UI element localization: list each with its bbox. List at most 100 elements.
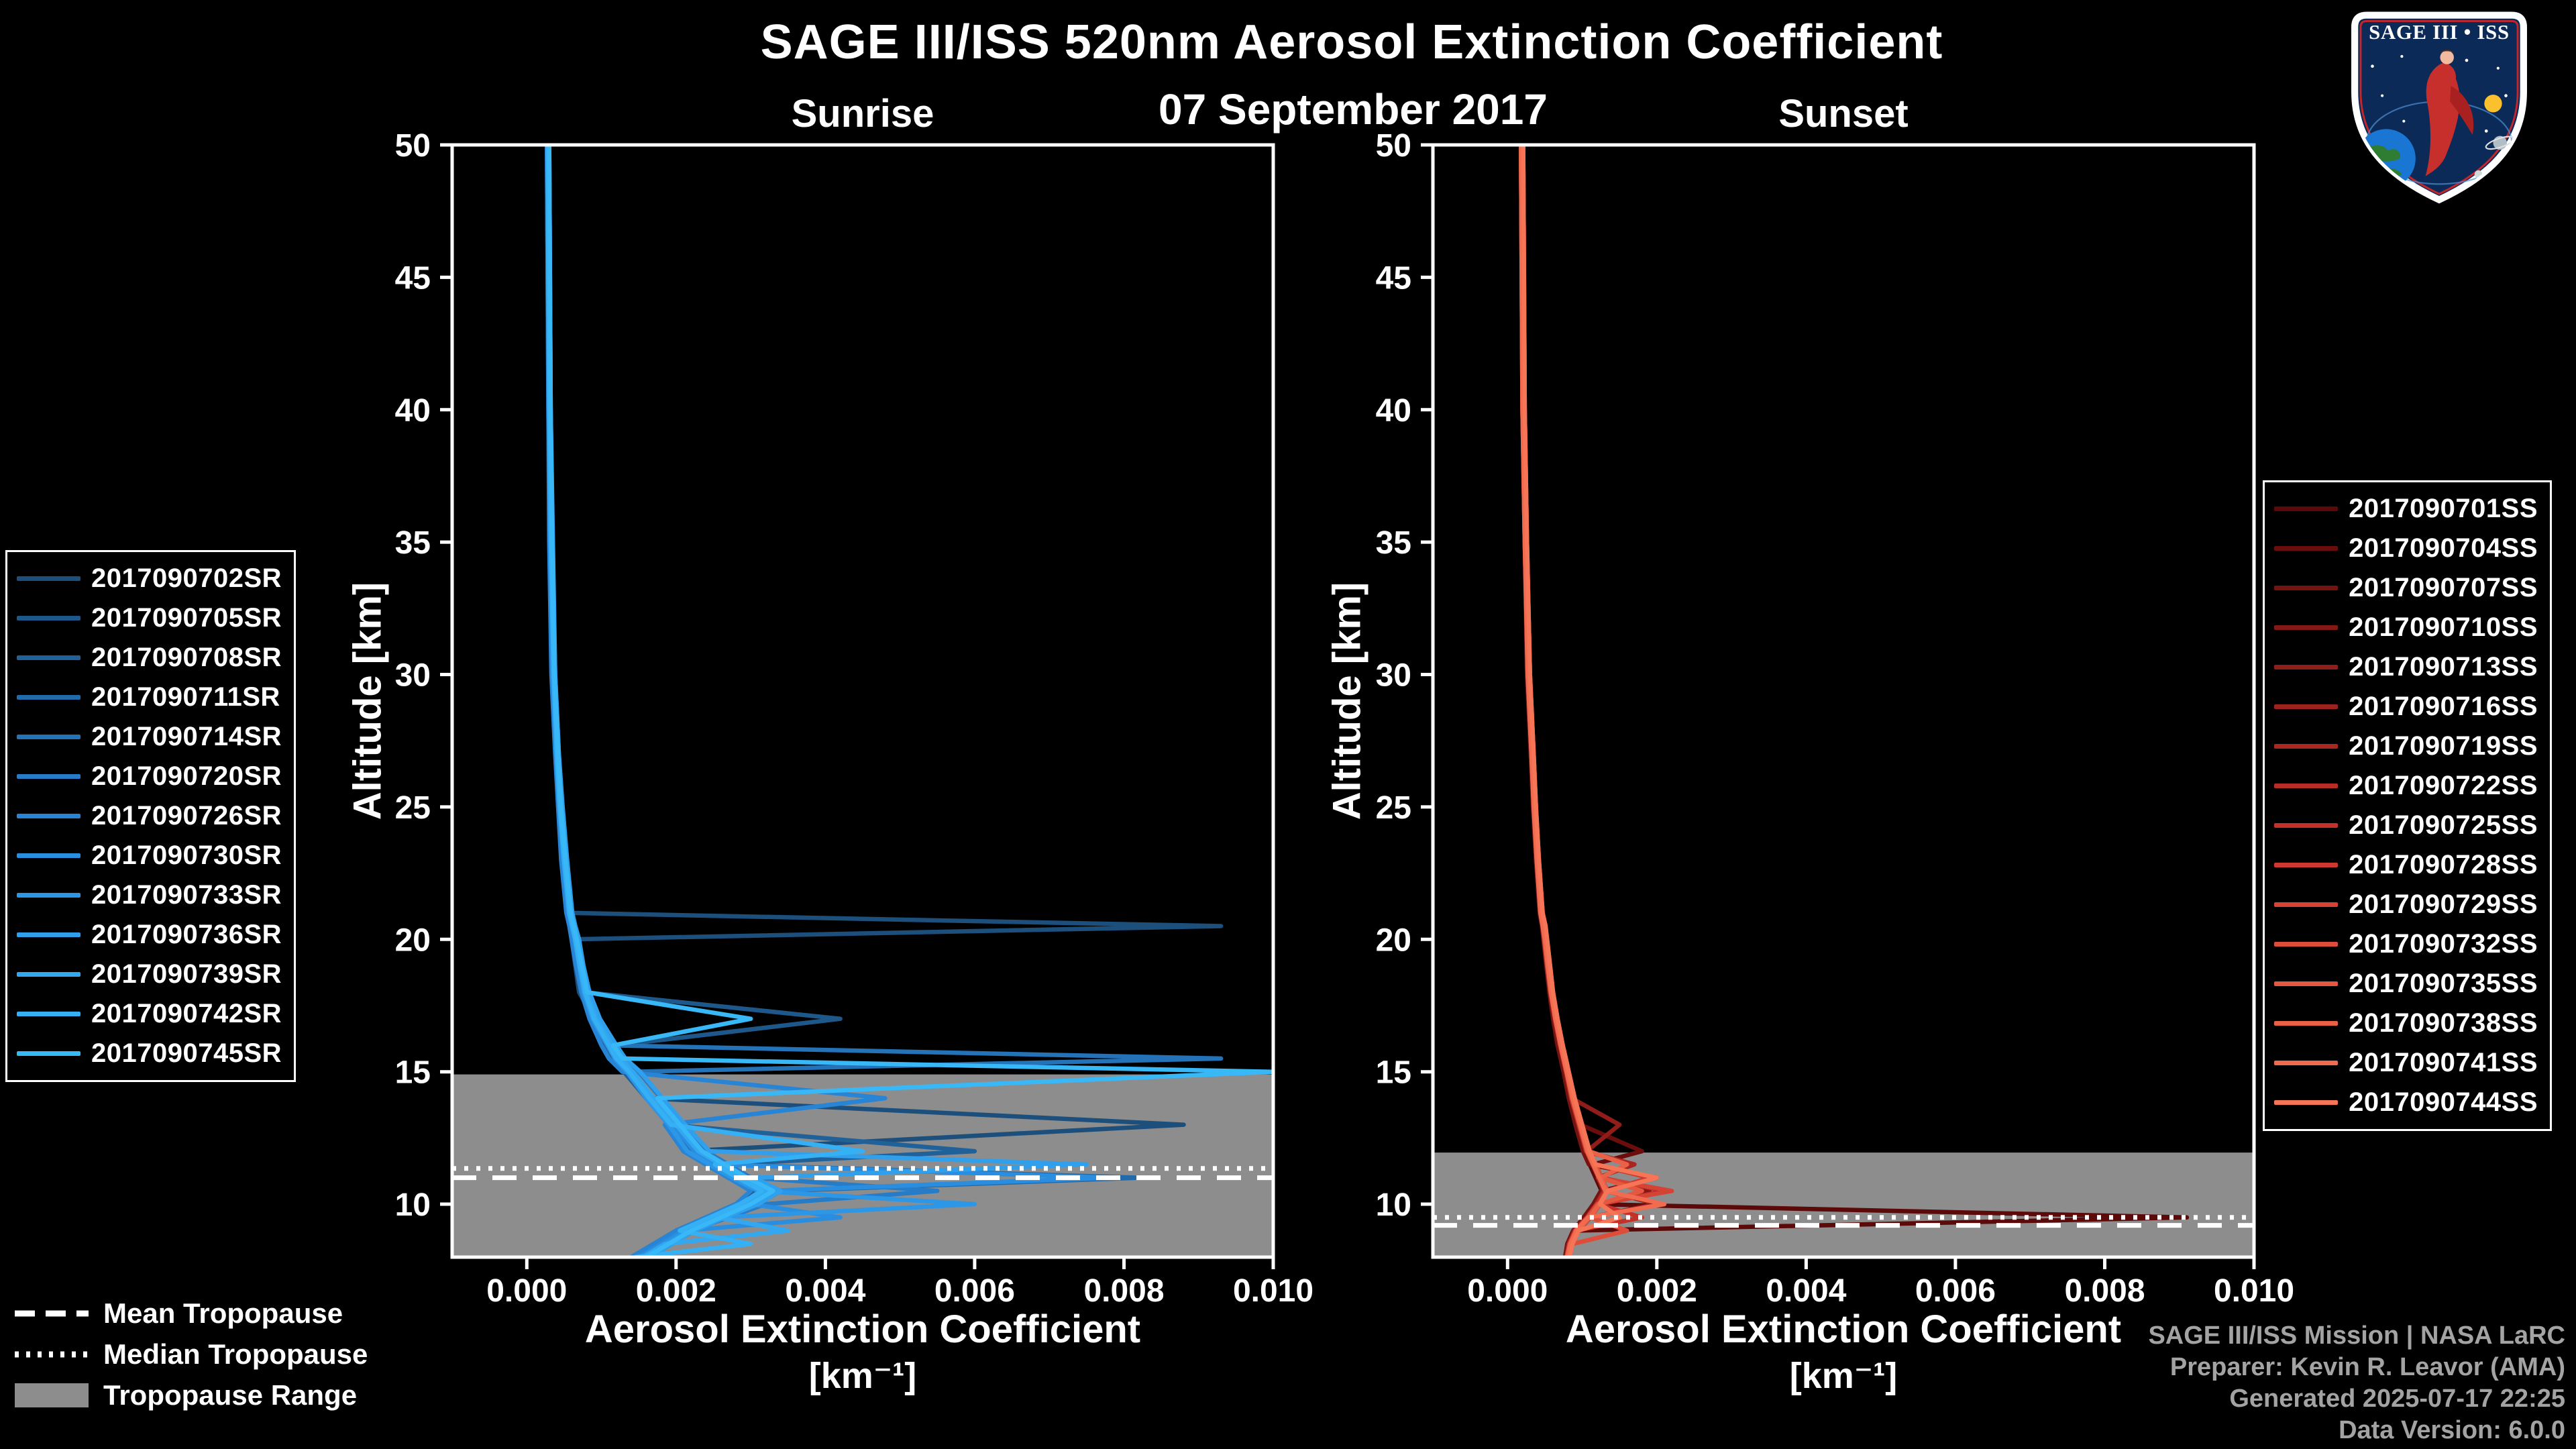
- series-label: 2017090711SR: [91, 682, 280, 712]
- series-label: 2017090738SS: [2349, 1008, 2538, 1038]
- plot-border: [1431, 143, 2256, 1259]
- series-label: 2017090725SS: [2349, 810, 2538, 840]
- series-label: 2017090744SS: [2349, 1087, 2538, 1117]
- sunset-legend: 2017090701SS 2017090704SS 2017090707SS 2017…: [2263, 480, 2552, 1131]
- series-label: 2017090736SR: [91, 920, 282, 949]
- profile-line: [1520, 145, 1652, 1257]
- series-color-swatch: [2274, 1061, 2339, 1065]
- dashed-line-swatch: [15, 1310, 89, 1317]
- credits-block: SAGE III/ISS Mission | NASA LaRC Prepare…: [2148, 1320, 2565, 1446]
- y-tick-label: 25: [395, 790, 431, 826]
- y-tick-label: 50: [395, 128, 431, 164]
- tropopause-range-legend-item: Tropopause Range: [15, 1379, 368, 1411]
- credit-line-generated: Generated 2025-07-17 22:25: [2229, 1385, 2565, 1413]
- panel-title-sunrise: Sunrise: [791, 92, 934, 136]
- series-color-swatch: [2274, 625, 2339, 630]
- x-axis-label-text: Aerosol Extinction Coefficient: [584, 1307, 1141, 1351]
- series-color-swatch: [17, 695, 80, 700]
- series-color-swatch: [2274, 902, 2339, 907]
- series-label: 2017090714SR: [91, 722, 282, 751]
- plot-content: [1433, 145, 2254, 1257]
- profile-line: [1519, 145, 1660, 1257]
- series-label: 2017090713SS: [2349, 652, 2538, 682]
- sunrise-legend: 2017090702SR 2017090705SR 2017090708SR 2017…: [5, 550, 297, 1082]
- x-tick-label: 0.006: [1915, 1273, 1996, 1309]
- tropopause-range-band: [452, 1074, 1273, 1257]
- x-axis-unit: [km⁻¹]: [808, 1356, 917, 1396]
- series-color-swatch: [17, 893, 80, 898]
- profile-line: [547, 145, 1273, 1257]
- series-label: 2017090720SR: [91, 761, 282, 791]
- sage-iss-logo: SAGE III • ISS: [2340, 5, 2538, 207]
- x-axis-unit: [km⁻¹]: [1789, 1356, 1898, 1396]
- profile-line: [1519, 145, 2190, 1257]
- series-label: 2017090708SR: [91, 643, 282, 672]
- y-tick-label: 30: [395, 658, 431, 694]
- x-tick-label: 0.008: [1083, 1273, 1164, 1309]
- logo-title: SAGE III • ISS: [2369, 21, 2510, 44]
- series-label: 2017090710SS: [2349, 612, 2538, 642]
- x-axis-label-sunrise: Aerosol Extinction Coefficient [km⁻¹]: [452, 1307, 1273, 1397]
- y-tick-label: 10: [1376, 1187, 1411, 1223]
- legend-item-sunset: 2017090725SS: [2274, 806, 2538, 845]
- series-color-swatch: [2274, 1100, 2339, 1105]
- series-label: 2017090735SS: [2349, 969, 2538, 998]
- profile-line: [1519, 145, 1644, 1257]
- series-label: 2017090732SS: [2349, 929, 2538, 959]
- series-color-swatch: [2274, 586, 2339, 590]
- profile-line: [1519, 145, 1667, 1257]
- legend-item-sunset: 2017090707SS: [2274, 568, 2538, 608]
- profile-line: [1520, 145, 1660, 1257]
- series-color-swatch: [2274, 823, 2339, 828]
- y-tick-label: 15: [395, 1055, 431, 1091]
- series-color-swatch: [2274, 665, 2339, 669]
- legend-item-sunrise: 2017090720SR: [17, 757, 282, 796]
- dotted-line-swatch: [15, 1351, 89, 1358]
- mean-tropopause-label: Mean Tropopause: [103, 1297, 343, 1329]
- legend-item-sunset: 2017090719SS: [2274, 727, 2538, 766]
- x-axis-label-text: Aerosol Extinction Coefficient: [1565, 1307, 2122, 1351]
- series-color-swatch: [17, 1051, 80, 1056]
- series-color-swatch: [17, 576, 80, 581]
- series-color-swatch: [2274, 1021, 2339, 1026]
- legend-item-sunrise: 2017090714SR: [17, 717, 282, 757]
- profile-line: [1521, 145, 1652, 1257]
- series-color-swatch: [2274, 546, 2339, 551]
- median-tropopause-legend-item: Median Tropopause: [15, 1338, 368, 1370]
- x-tick-label: 0.000: [486, 1273, 567, 1309]
- series-label: 2017090707SS: [2349, 573, 2538, 602]
- legend-item-sunset: 2017090744SS: [2274, 1083, 2538, 1122]
- series-color-swatch: [2274, 863, 2339, 867]
- legend-item-sunrise: 2017090736SR: [17, 915, 282, 955]
- series-color-swatch: [17, 735, 80, 739]
- x-tick-label: 0.004: [1766, 1273, 1846, 1309]
- profile-line: [1519, 145, 1637, 1257]
- series-color-swatch: [2274, 506, 2339, 511]
- series-label: 2017090716SS: [2349, 692, 2538, 721]
- legend-item-sunset: 2017090710SS: [2274, 608, 2538, 647]
- series-label: 2017090730SR: [91, 841, 282, 870]
- sunset-plot: 0.000 0.002 0.004 0.006 0.008 0.010 10 15 20 25 30…: [1376, 128, 2294, 1309]
- y-tick-label: 10: [395, 1187, 431, 1223]
- series-label: 2017090745SR: [91, 1038, 282, 1068]
- series-color-swatch: [17, 655, 80, 660]
- series-label: 2017090733SR: [91, 880, 282, 910]
- series-label: 2017090729SS: [2349, 890, 2538, 919]
- figure-date: 07 September 2017: [1159, 85, 1548, 133]
- series-label: 2017090719SS: [2349, 731, 2538, 761]
- y-tick-label: 45: [395, 260, 431, 296]
- y-tick-label: 40: [1376, 393, 1411, 429]
- y-tick-label: 35: [1376, 525, 1411, 561]
- legend-item-sunset: 2017090713SS: [2274, 647, 2538, 687]
- legend-item-sunrise: 2017090705SR: [17, 598, 282, 638]
- series-color-swatch: [17, 616, 80, 621]
- legend-item-sunset: 2017090701SS: [2274, 489, 2538, 529]
- series-color-swatch: [2274, 744, 2339, 749]
- x-tick-label: 0.004: [785, 1273, 865, 1309]
- legend-item-sunrise: 2017090739SR: [17, 955, 282, 994]
- series-color-swatch: [17, 814, 80, 818]
- series-label: 2017090728SS: [2349, 850, 2538, 879]
- profile-line: [1519, 145, 1674, 1257]
- legend-item-sunset: 2017090735SS: [2274, 964, 2538, 1004]
- legend-item-sunrise: 2017090726SR: [17, 796, 282, 836]
